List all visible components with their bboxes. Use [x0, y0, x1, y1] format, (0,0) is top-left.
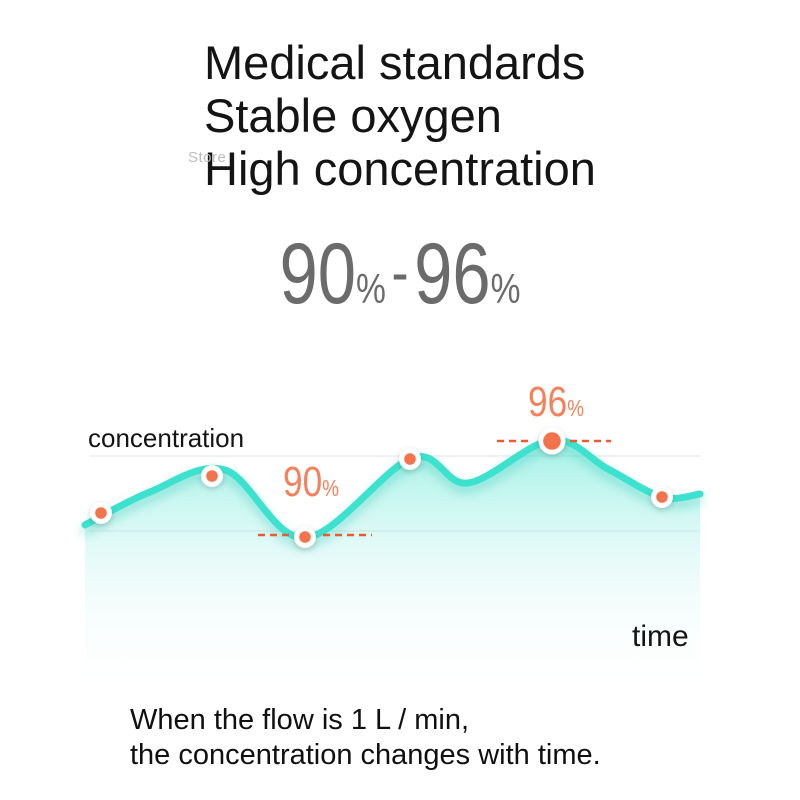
- caption-line-2: the concentration changes with time.: [130, 739, 601, 771]
- annotation-96-percent: 96%: [528, 381, 584, 424]
- data-point-dot: [95, 507, 107, 519]
- range-high-percent: %: [490, 265, 521, 312]
- x-axis-label: time: [632, 620, 689, 653]
- data-point-dot: [404, 453, 416, 465]
- caption: When the flow is 1 L / min, the concentr…: [130, 703, 601, 773]
- annotation-90-unit: %: [322, 475, 340, 501]
- range-low-value: 90: [279, 226, 356, 322]
- headline-line-1: Medical standards: [204, 36, 586, 89]
- headline-line-3: High concentration: [204, 142, 596, 195]
- range-high-value: 96: [414, 226, 491, 322]
- headline: Medical standards Stable oxygen High con…: [204, 36, 596, 195]
- range-display: 90%-96%: [80, 231, 720, 317]
- range-separator: -: [391, 236, 409, 308]
- data-point-dot: [206, 470, 218, 482]
- range-low-percent: %: [355, 265, 386, 312]
- caption-line-1: When the flow is 1 L / min,: [130, 704, 470, 736]
- store-watermark: Store: [188, 149, 227, 166]
- y-axis-label: concentration: [88, 423, 245, 453]
- area-fill: [85, 439, 700, 698]
- headline-line-2: Stable oxygen: [204, 89, 502, 142]
- data-point-dot: [656, 491, 668, 503]
- annotation-90-percent: 90%: [283, 461, 339, 504]
- annotation-96-value: 96: [528, 378, 568, 426]
- data-point-dot: [543, 432, 561, 450]
- annotation-90-value: 90: [283, 458, 323, 506]
- data-point-dot: [299, 531, 311, 543]
- annotation-96-unit: %: [567, 395, 585, 421]
